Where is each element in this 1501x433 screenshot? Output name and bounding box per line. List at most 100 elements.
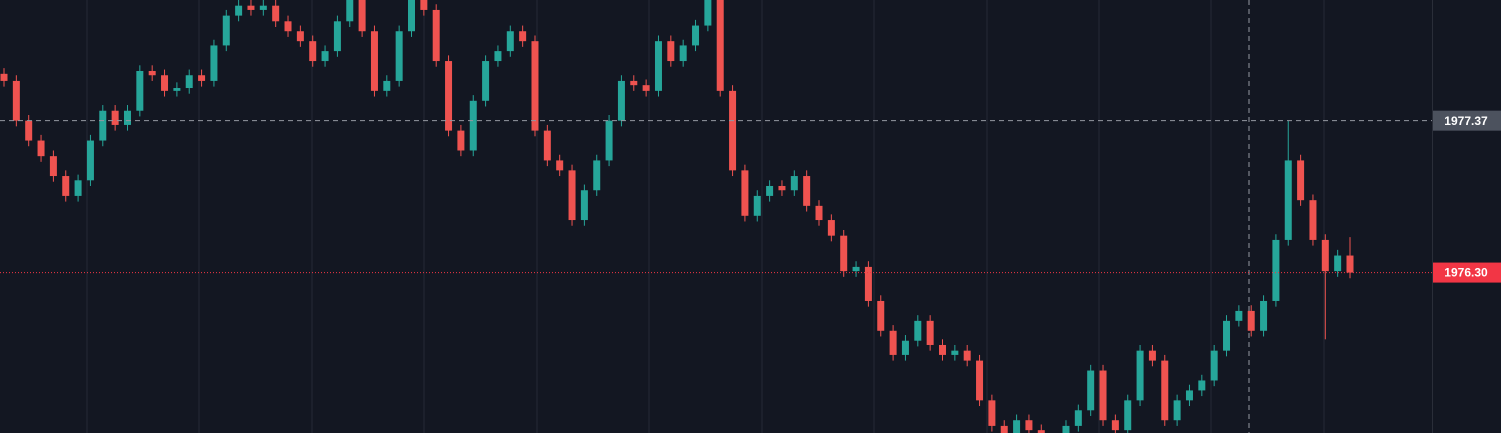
- candle-body: [593, 160, 601, 191]
- candle-body: [1185, 390, 1193, 401]
- candle-body: [1321, 239, 1329, 272]
- candle-body: [1000, 425, 1008, 433]
- candle-body: [235, 5, 243, 16]
- candle-body: [642, 85, 650, 91]
- vertical-grid: [86, 0, 1325, 433]
- candle-body: [1309, 200, 1317, 240]
- candle-body: [346, 0, 354, 22]
- candle-body: [1099, 370, 1107, 421]
- candle-body: [543, 130, 551, 161]
- candle-body: [556, 160, 564, 171]
- candle-body: [185, 75, 193, 89]
- candle-body: [383, 80, 391, 91]
- candle-body: [568, 170, 576, 221]
- candle-body: [506, 31, 514, 52]
- candle-body: [210, 45, 218, 81]
- candle-body: [741, 170, 749, 216]
- candle-body: [247, 5, 255, 10]
- candle-body: [49, 156, 57, 177]
- candle-body: [1148, 350, 1156, 361]
- candle-body: [198, 75, 206, 81]
- candle-body: [926, 320, 934, 345]
- candle-body: [1074, 410, 1082, 426]
- candle-body: [988, 400, 996, 426]
- candle-body: [1210, 350, 1218, 381]
- candle-body: [877, 300, 885, 331]
- candle-body: [74, 180, 82, 196]
- candle-body: [605, 120, 613, 161]
- candle-body: [692, 25, 700, 46]
- candle-body: [161, 75, 169, 91]
- candle-body: [1223, 320, 1231, 351]
- candle-body: [1247, 310, 1255, 331]
- candle-body: [729, 90, 737, 171]
- candle-body: [173, 88, 181, 91]
- candle-body: [790, 176, 798, 191]
- candle-body: [86, 140, 94, 181]
- candle-body: [679, 45, 687, 62]
- candle-body: [1235, 310, 1243, 321]
- candle-body: [420, 0, 428, 10]
- candle-body: [123, 110, 131, 125]
- candle-body: [370, 31, 378, 91]
- candle-body: [1111, 420, 1119, 431]
- crosshair-price-tag: [1433, 110, 1501, 131]
- candle-body: [519, 31, 527, 42]
- candle-body: [99, 110, 107, 141]
- candle-body: [963, 350, 971, 361]
- candle-body: [62, 176, 70, 196]
- candle-body: [815, 205, 823, 221]
- candle-body: [1173, 400, 1181, 421]
- candle-body: [914, 320, 922, 341]
- candle-body: [938, 344, 946, 355]
- candle-body: [309, 41, 317, 62]
- candle-body: [1037, 430, 1045, 433]
- candle-body: [432, 9, 440, 62]
- candle-body: [1346, 255, 1354, 273]
- candle-body: [667, 41, 675, 62]
- candle-body: [1087, 370, 1095, 411]
- candle-body: [1284, 160, 1292, 240]
- candle-body: [889, 330, 897, 355]
- candle-body: [531, 41, 539, 131]
- candle-body: [284, 21, 292, 32]
- candle-body: [617, 80, 625, 121]
- candle-body: [25, 120, 33, 141]
- candle-body: [1013, 420, 1021, 433]
- candle-body: [580, 190, 588, 221]
- candle-body: [1136, 350, 1144, 401]
- candle-body: [864, 266, 872, 301]
- candle-body: [803, 176, 811, 206]
- candle-body: [951, 350, 959, 355]
- candle-body: [222, 15, 230, 46]
- candle-body: [1272, 239, 1280, 301]
- candle-body: [12, 80, 20, 121]
- candle-body: [716, 0, 724, 91]
- candle-body: [136, 70, 144, 111]
- candle-body: [482, 61, 490, 101]
- candle-body: [1198, 380, 1206, 391]
- candle-body: [753, 195, 761, 216]
- candle-body: [976, 360, 984, 401]
- candle-body: [1297, 160, 1305, 201]
- candle-body: [852, 266, 860, 272]
- candle-body: [296, 31, 304, 42]
- candle-body: [259, 5, 267, 10]
- candle-body: [457, 130, 465, 151]
- last-price-tag: [1433, 262, 1501, 283]
- candle-body: [445, 61, 453, 131]
- candle-body: [1334, 255, 1342, 272]
- candle-body: [1161, 360, 1169, 421]
- candle-body: [630, 80, 638, 86]
- candle-body: [148, 70, 156, 76]
- candle-body: [1124, 400, 1132, 431]
- candle-body: [111, 110, 119, 125]
- candle-body: [654, 41, 662, 91]
- crosshair-price-label: 1977.37: [1444, 114, 1488, 128]
- last-price-label: 1976.30: [1444, 266, 1488, 280]
- candle-body: [0, 73, 8, 81]
- candle-body: [704, 0, 712, 26]
